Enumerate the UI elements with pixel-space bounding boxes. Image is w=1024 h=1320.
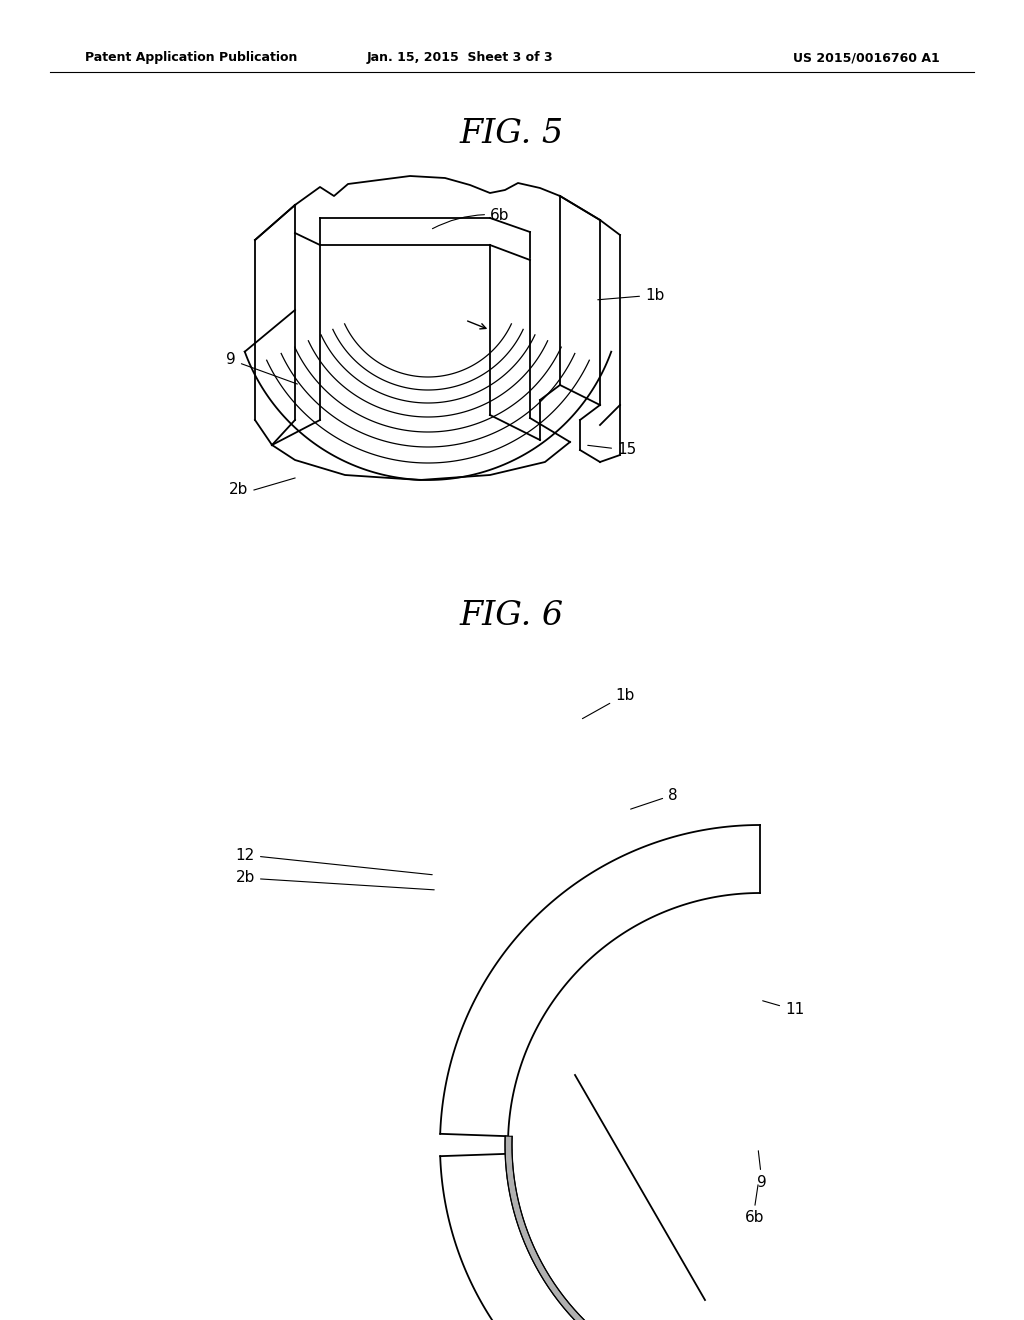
- Text: 9: 9: [226, 352, 297, 384]
- Text: 2b: 2b: [228, 483, 248, 498]
- Text: 9: 9: [757, 1151, 767, 1191]
- Text: Patent Application Publication: Patent Application Publication: [85, 51, 297, 65]
- Text: FIG. 5: FIG. 5: [460, 117, 564, 150]
- Text: 12: 12: [236, 847, 432, 875]
- Polygon shape: [505, 1137, 769, 1320]
- Text: US 2015/0016760 A1: US 2015/0016760 A1: [794, 51, 940, 65]
- Text: 11: 11: [763, 1001, 804, 1018]
- Text: 6b: 6b: [432, 207, 510, 228]
- Text: Jan. 15, 2015  Sheet 3 of 3: Jan. 15, 2015 Sheet 3 of 3: [367, 51, 553, 65]
- Text: 2b: 2b: [236, 870, 434, 890]
- Text: 1b: 1b: [598, 288, 665, 302]
- Text: 6b: 6b: [745, 1210, 765, 1225]
- Text: 8: 8: [631, 788, 678, 809]
- Text: FIG. 6: FIG. 6: [460, 601, 564, 632]
- Text: 1b: 1b: [583, 688, 635, 718]
- Text: 15: 15: [588, 442, 636, 458]
